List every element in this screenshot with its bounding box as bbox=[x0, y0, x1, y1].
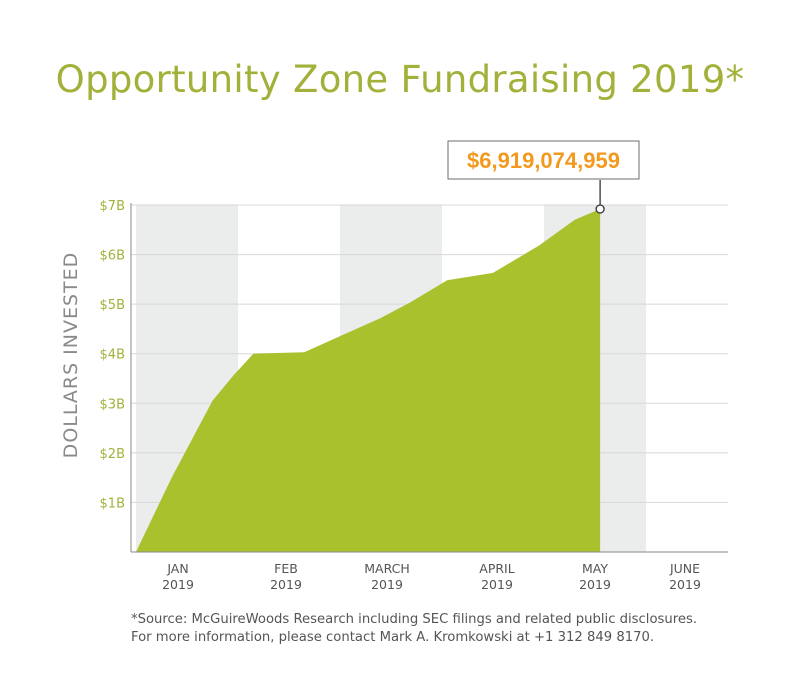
footnote: *Source: McGuireWoods Research including… bbox=[131, 611, 697, 647]
chart-title: Opportunity Zone Fundraising 2019* bbox=[55, 58, 745, 101]
y-tick-label: $7B bbox=[100, 199, 125, 214]
x-tick-label-month: APRIL bbox=[479, 561, 514, 576]
annotation: $6,919,074,959 bbox=[447, 140, 640, 214]
y-tick-label: $1B bbox=[100, 496, 125, 511]
y-tick-labels: $1B $2B $3B $4B $5B $6B $7B bbox=[100, 199, 125, 511]
x-tick-label-year: 2019 bbox=[481, 577, 513, 592]
callout-point bbox=[595, 204, 605, 214]
x-tick-label-month: JAN bbox=[166, 561, 188, 576]
x-tick-label-month: JUNE bbox=[669, 561, 700, 576]
x-tick-label-month: MAY bbox=[582, 561, 608, 576]
axes bbox=[130, 203, 728, 553]
area-fill bbox=[136, 209, 601, 552]
callout-box bbox=[447, 140, 640, 180]
y-tick-label: $5B bbox=[100, 298, 125, 313]
x-tick-label-year: 2019 bbox=[371, 577, 403, 592]
x-tick-label-month: FEB bbox=[274, 561, 298, 576]
y-tick-label: $3B bbox=[100, 397, 125, 412]
x-tick-label-month: MARCH bbox=[364, 561, 410, 576]
y-tick-label: $6B bbox=[100, 249, 125, 264]
y-tick-label: $4B bbox=[100, 348, 125, 363]
y-axis-title: DOLLARS INVESTED bbox=[60, 252, 82, 459]
footnote-source: *Source: McGuireWoods Research including… bbox=[131, 612, 698, 627]
x-tick-labels: JAN2019FEB2019MARCH2019APRIL2019MAY2019J… bbox=[162, 561, 701, 592]
y-tick-label: $2B bbox=[100, 447, 125, 462]
x-tick-label-year: 2019 bbox=[669, 577, 701, 592]
x-tick-label-year: 2019 bbox=[579, 577, 611, 592]
footnote-contact: For more information, please contact Mar… bbox=[131, 630, 655, 645]
x-tick-label-year: 2019 bbox=[162, 577, 194, 592]
area-series bbox=[136, 209, 601, 552]
callout-label: $6,919,074,959 bbox=[467, 148, 620, 173]
x-tick-label-year: 2019 bbox=[270, 577, 302, 592]
